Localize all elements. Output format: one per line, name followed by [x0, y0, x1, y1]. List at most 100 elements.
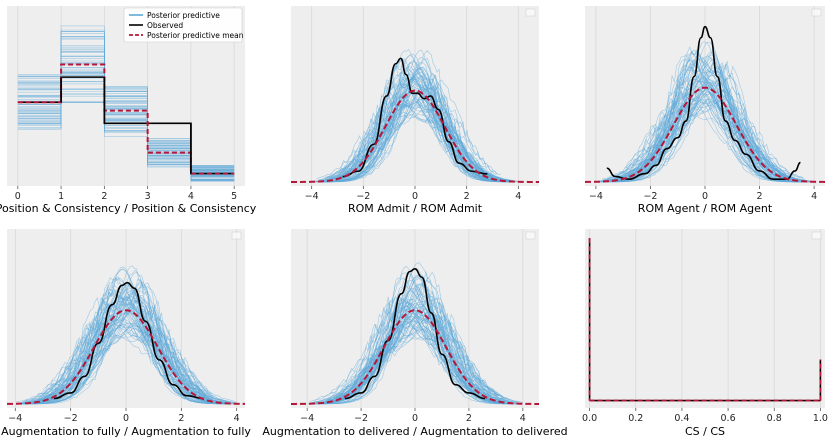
x-tick-label: 1	[58, 191, 64, 202]
x-axis-label: ROM Admit / ROM Admit	[348, 202, 483, 215]
predictive-draw	[619, 55, 798, 180]
plot-content	[17, 25, 235, 182]
predictive-draw	[620, 50, 793, 183]
predictive-draw	[625, 81, 797, 183]
posterior-mean-line	[291, 89, 539, 183]
empty-legend	[525, 231, 536, 240]
legend: Posterior predictive Observed Posterior …	[123, 7, 244, 43]
x-tick-label: −2	[354, 413, 368, 424]
x-tick-label: −4	[300, 413, 314, 424]
empty-legend	[525, 8, 536, 17]
predictive-draw	[321, 267, 498, 404]
x-axis-label: CS / CS	[685, 425, 725, 438]
predictive-draw	[615, 49, 787, 178]
predictive-draw	[332, 303, 499, 400]
predictive-draw	[600, 77, 792, 183]
x-tick-label: 0	[123, 413, 129, 424]
predictive-draw	[23, 288, 206, 403]
x-tick-label: 4	[234, 413, 240, 424]
x-tick-label: 3	[145, 191, 151, 202]
x-tick-label: 4	[515, 191, 521, 202]
x-tick-label: 1.0	[813, 413, 828, 424]
predictive-draw	[334, 71, 514, 181]
predictive-draw	[622, 94, 786, 177]
predictive-draw	[597, 101, 813, 182]
predictive-draw	[25, 285, 215, 402]
x-tick-label: −2	[643, 191, 657, 202]
plot-content	[291, 48, 539, 183]
observed-line	[606, 25, 801, 181]
predictive-draw	[41, 285, 216, 404]
x-tick-label: −2	[64, 413, 78, 424]
x-tick-label: 0	[412, 413, 418, 424]
predictive-draw	[319, 58, 506, 182]
panel-2: −4 −2 0 2 4 ROM Admit / ROM Admit	[291, 6, 539, 215]
posterior-mean-line	[585, 86, 825, 183]
x-tick-label: 2	[464, 191, 470, 202]
predictive-draw	[613, 107, 789, 182]
legend-predictive-label: Posterior predictive	[147, 11, 220, 20]
x-axis-label: Position & Consistency / Position & Cons…	[0, 202, 257, 215]
predictive-draw	[23, 289, 210, 404]
empty-legend	[231, 231, 242, 240]
predictive-draw	[330, 58, 501, 181]
x-tick-label: 0.0	[582, 413, 597, 424]
observed-line	[342, 57, 488, 178]
x-tick-label: −4	[8, 413, 22, 424]
predictive-draw	[334, 294, 517, 405]
x-tick-label: 0.2	[628, 413, 643, 424]
plot-content	[588, 238, 822, 402]
observed-line	[344, 268, 486, 400]
x-tick-label: −4	[589, 191, 603, 202]
x-ticks: 0.0 0.2 0.4 0.6 0.8 1.0	[582, 408, 828, 424]
predictive-draw	[314, 274, 499, 403]
panel-5: −4 −2 0 2 4 Augmentation to delivered / Augm…	[262, 229, 568, 438]
x-tick-label: 0	[702, 191, 708, 202]
predictive-draw	[41, 277, 212, 396]
legend-mean-label: Posterior predictive mean	[147, 31, 244, 40]
predictive-draw	[20, 269, 234, 404]
predictive-draw	[325, 277, 503, 401]
plot-content	[291, 262, 539, 405]
x-tick-label: 4	[520, 413, 526, 424]
predictive-draw	[326, 328, 517, 404]
predictive-draw	[626, 85, 794, 182]
predictive-draw	[627, 97, 806, 180]
predictive-draw	[33, 296, 206, 401]
x-axis-label: ROM Agent / ROM Agent	[638, 202, 773, 215]
plot-content	[7, 265, 245, 405]
x-ticks: −4 −2 0 2 4	[589, 186, 817, 202]
panel-1: 0 1 2 3 4 5 Position & Consistency / Position…	[0, 6, 257, 215]
predictive-draw	[318, 92, 517, 182]
predictive-draw	[336, 312, 507, 404]
x-ticks: −4 −2 0 2 4	[8, 408, 240, 424]
x-tick-label: 0	[412, 191, 418, 202]
predictive-draw	[39, 306, 223, 405]
x-tick-label: 0	[15, 191, 21, 202]
predictive-draw	[309, 292, 522, 404]
predictive-draw	[326, 87, 514, 183]
posterior-mean-line	[7, 309, 245, 405]
x-tick-label: 0.8	[767, 413, 782, 424]
x-tick-label: 0.4	[674, 413, 689, 424]
x-ticks: 0 1 2 3 4 5	[15, 186, 237, 202]
posterior-mean-line	[17, 63, 235, 175]
predictive-draw	[312, 291, 511, 404]
x-axis-label: Augmentation to delivered / Augmentation…	[262, 425, 567, 438]
x-axis-label: Augmentation to fully / Augmentation to …	[1, 425, 251, 438]
panel-3: −4 −2 0 2 4 ROM Agent / ROM Agent	[585, 6, 825, 215]
posterior-mean-line	[291, 309, 539, 405]
predictive-draw	[43, 281, 208, 400]
x-tick-label: 2	[178, 413, 184, 424]
x-tick-label: 4	[811, 191, 817, 202]
empty-legend	[811, 231, 822, 240]
observed-line	[54, 281, 204, 400]
x-tick-label: −2	[356, 191, 370, 202]
x-tick-label: 4	[188, 191, 194, 202]
x-ticks: −4 −2 0 2 4	[305, 186, 521, 202]
predictive-draw	[330, 305, 518, 405]
empty-legend	[811, 8, 822, 17]
x-tick-label: 0.6	[721, 413, 736, 424]
panel-6: 0.0 0.2 0.4 0.6 0.8 1.0 CS / CS	[582, 229, 828, 438]
